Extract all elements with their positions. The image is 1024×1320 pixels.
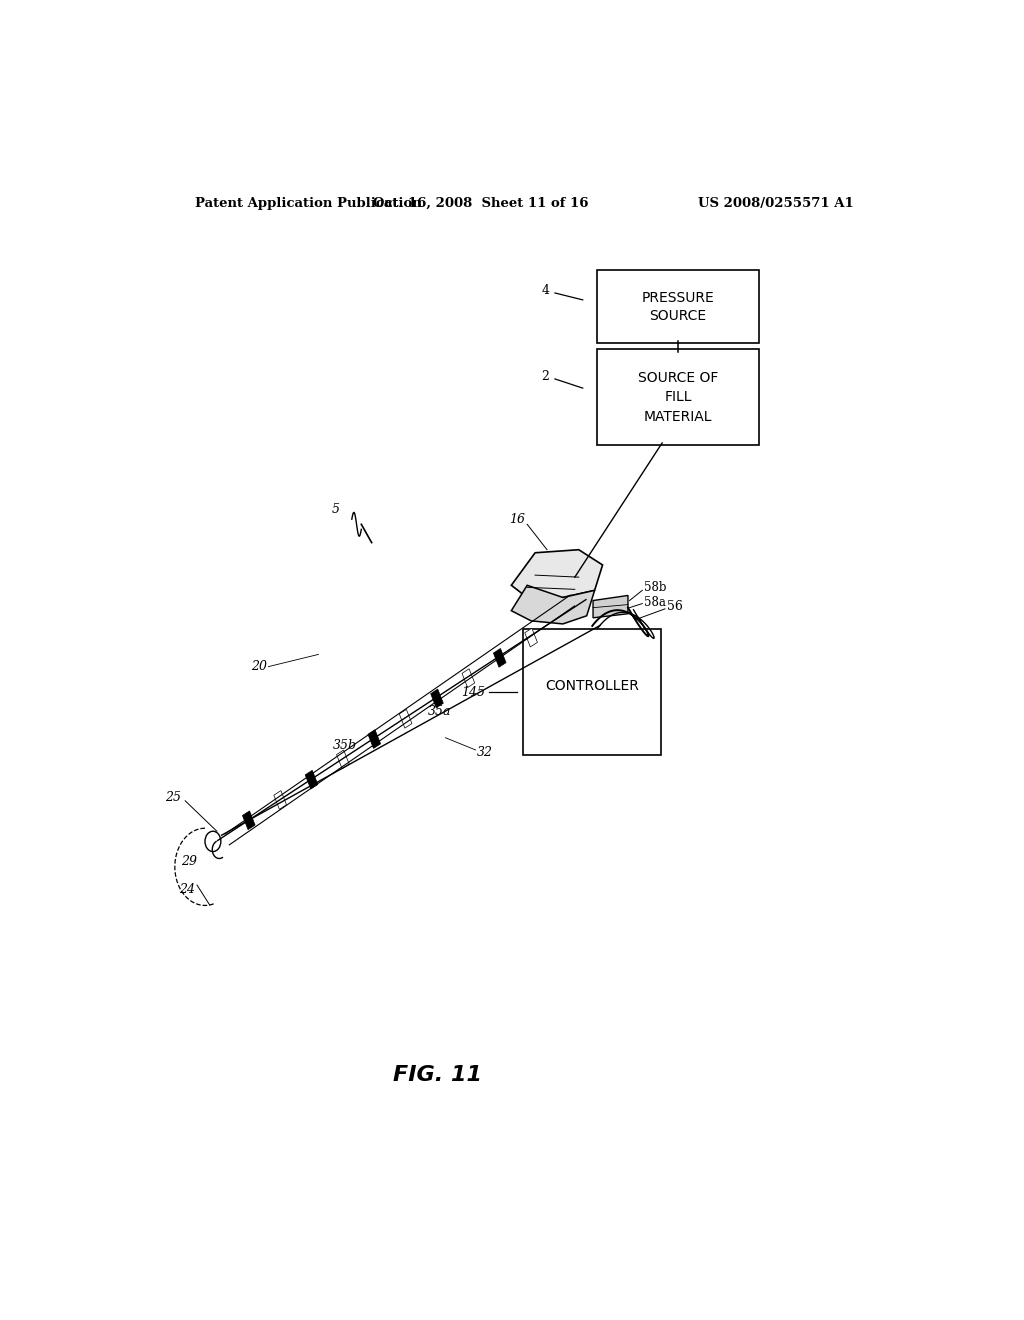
Text: 16: 16 [509,512,524,525]
Polygon shape [462,669,475,688]
FancyBboxPatch shape [597,271,759,343]
Polygon shape [305,771,317,789]
Text: 58a: 58a [644,597,666,609]
Text: 58b: 58b [644,581,667,594]
Text: 35a: 35a [428,705,452,718]
Text: 35b: 35b [333,739,357,752]
Polygon shape [431,689,443,708]
Polygon shape [337,750,349,768]
Text: 56: 56 [668,601,683,614]
Text: 5: 5 [332,503,340,516]
Text: 145: 145 [461,685,485,698]
Polygon shape [243,810,255,830]
Text: PRESSURE
SOURCE: PRESSURE SOURCE [642,290,715,323]
Text: 2: 2 [542,370,550,383]
Polygon shape [524,628,538,647]
Text: Patent Application Publication: Patent Application Publication [196,197,422,210]
Text: 20: 20 [251,660,267,673]
Text: 4: 4 [542,284,550,297]
FancyBboxPatch shape [597,350,759,445]
Text: Oct. 16, 2008  Sheet 11 of 16: Oct. 16, 2008 Sheet 11 of 16 [374,197,589,210]
Text: CONTROLLER: CONTROLLER [546,678,639,693]
Polygon shape [273,791,287,809]
Text: 32: 32 [477,747,494,759]
Text: 29: 29 [181,855,197,869]
Polygon shape [494,648,506,667]
Text: 25: 25 [165,791,181,804]
Text: 24: 24 [179,883,196,896]
Text: SOURCE OF
FILL
MATERIAL: SOURCE OF FILL MATERIAL [638,371,718,424]
FancyBboxPatch shape [523,630,662,755]
Circle shape [205,832,221,851]
Text: FIG. 11: FIG. 11 [393,1065,482,1085]
Polygon shape [511,549,602,601]
Polygon shape [399,709,412,729]
Polygon shape [511,585,595,624]
Polygon shape [593,595,628,618]
Polygon shape [368,730,381,748]
Text: US 2008/0255571 A1: US 2008/0255571 A1 [698,197,854,210]
